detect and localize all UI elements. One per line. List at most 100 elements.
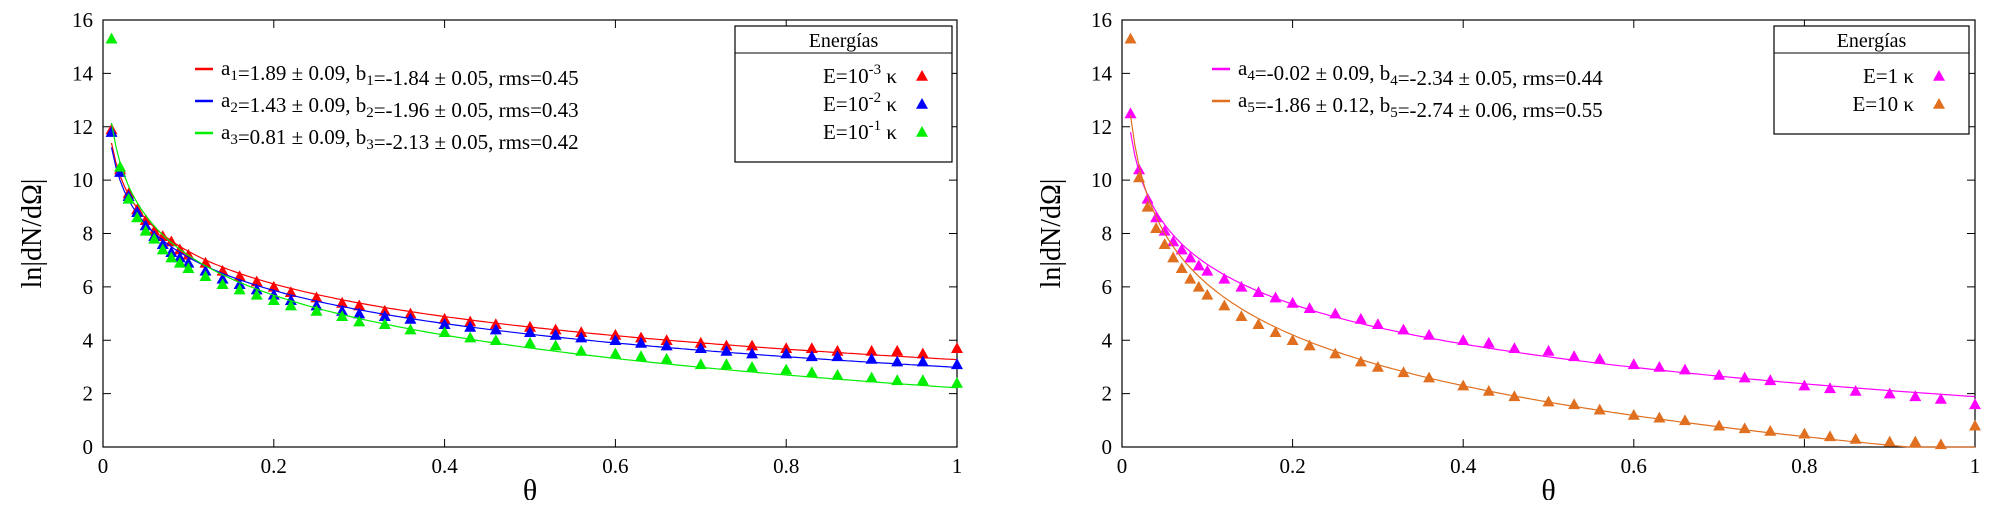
data-point — [336, 296, 349, 308]
data-point — [1653, 360, 1666, 372]
data-point — [1201, 264, 1214, 276]
data-point — [549, 328, 562, 340]
data-point — [1593, 403, 1606, 415]
data-point — [746, 339, 759, 351]
data-point — [1883, 387, 1896, 399]
fit-curve-1 — [110, 142, 958, 361]
fit-annotation: a5=-1.86 ± 0.12, b5=-2.74 ± 0.06, rms=0.… — [1238, 88, 1603, 122]
data-point — [1653, 411, 1666, 423]
data-point — [1969, 419, 1981, 431]
data-point — [165, 251, 178, 263]
legend-entry-base: E=10 — [823, 92, 869, 116]
data-point — [1738, 371, 1751, 383]
fit-a: -1.86 ± 0.12 — [1267, 93, 1370, 117]
fit-text: a — [221, 56, 231, 80]
y-tick-label: 16 — [72, 8, 93, 32]
legend-marker — [1933, 70, 1945, 81]
data-point — [780, 363, 793, 375]
data-point — [1627, 408, 1640, 420]
fit-text: , rms= — [488, 98, 542, 122]
y-tick-label: 8 — [83, 222, 94, 246]
fit-rms: 0.44 — [1566, 66, 1603, 90]
data-point — [865, 352, 878, 364]
data-point — [1354, 312, 1367, 324]
data-point — [1883, 435, 1896, 447]
legend-entry-unit: κ — [881, 120, 897, 144]
fit-text: = — [238, 61, 250, 85]
data-point — [1218, 299, 1231, 311]
fit-b: -2.13 ± 0.05 — [386, 130, 489, 154]
y-axis-label: ln|dN/dΩ| — [1036, 179, 1067, 289]
legend-entry-base: E=10 — [823, 64, 869, 88]
legend-title: Energías — [1837, 30, 1907, 52]
x-tick-label: 1 — [1970, 454, 1981, 478]
fit-text: , b — [345, 61, 366, 85]
data-point — [549, 339, 562, 351]
fit-text: , b — [1369, 61, 1390, 85]
data-point — [1329, 347, 1342, 359]
data-point — [1124, 107, 1137, 119]
fit-curve-3 — [110, 122, 958, 389]
fit-curve-1 — [1129, 132, 1976, 398]
data-point — [1397, 366, 1410, 378]
fit-b: -1.84 ± 0.05 — [386, 66, 489, 90]
fit-text: a — [221, 88, 231, 112]
data-point — [1184, 251, 1197, 263]
data-point — [1849, 384, 1862, 396]
fit-text: = — [238, 93, 250, 117]
data-point — [1542, 344, 1555, 356]
y-tick-label: 12 — [72, 115, 93, 139]
y-tick-label: 6 — [83, 275, 94, 299]
fit-annotation: a4=-0.02 ± 0.09, b4=-2.34 ± 0.05, rms=0.… — [1238, 56, 1603, 90]
data-point — [284, 299, 297, 311]
fit-a: 1.43 ± 0.09 — [250, 93, 346, 117]
data-point — [165, 235, 178, 247]
data-point — [353, 315, 366, 327]
data-point — [1269, 326, 1282, 338]
y-tick-label: 6 — [1102, 275, 1113, 299]
legend-entry-unit: κ — [1898, 92, 1914, 116]
legend-entry: E=10-2 κ — [823, 90, 897, 116]
legend-entry: E=10 κ — [1852, 92, 1914, 116]
data-point — [378, 310, 391, 322]
data-point — [1508, 390, 1521, 402]
fit-rms: 0.55 — [1566, 98, 1603, 122]
fit-a_sub: 5 — [1247, 100, 1255, 116]
fit-text: = — [374, 130, 386, 154]
data-point — [720, 344, 733, 356]
legend-title: Energías — [809, 30, 879, 52]
data-point — [1627, 358, 1640, 370]
data-point — [353, 307, 366, 319]
data-point — [1167, 251, 1180, 263]
data-point — [780, 347, 793, 359]
data-point — [1192, 259, 1205, 271]
data-point — [1934, 392, 1947, 404]
data-point — [464, 320, 477, 332]
data-point — [1252, 318, 1265, 330]
legend-entry-unit: κ — [881, 92, 897, 116]
y-axis-label: ln|dN/dΩ| — [17, 179, 48, 289]
fit-text: = — [1398, 98, 1410, 122]
data-point — [1849, 432, 1862, 444]
data-point — [1764, 424, 1777, 436]
data-point — [916, 347, 929, 359]
data-point — [131, 211, 144, 223]
fit-rms: 0.42 — [542, 130, 579, 154]
y-tick-label: 14 — [1091, 61, 1113, 85]
data-point — [805, 366, 818, 378]
x-axis-label: θ — [1541, 474, 1555, 500]
y-tick-label: 8 — [1102, 222, 1113, 246]
legend-entry-unit: κ — [881, 64, 897, 88]
fit-text: = — [1255, 93, 1267, 117]
data-point — [148, 232, 161, 244]
data-point — [1303, 339, 1316, 351]
data-point — [336, 310, 349, 322]
fit-text: , rms= — [488, 130, 542, 154]
data-point — [805, 350, 818, 362]
x-tick-label: 0.2 — [1279, 454, 1305, 478]
data-point — [1141, 192, 1154, 204]
x-tick-label: 0 — [98, 454, 109, 478]
